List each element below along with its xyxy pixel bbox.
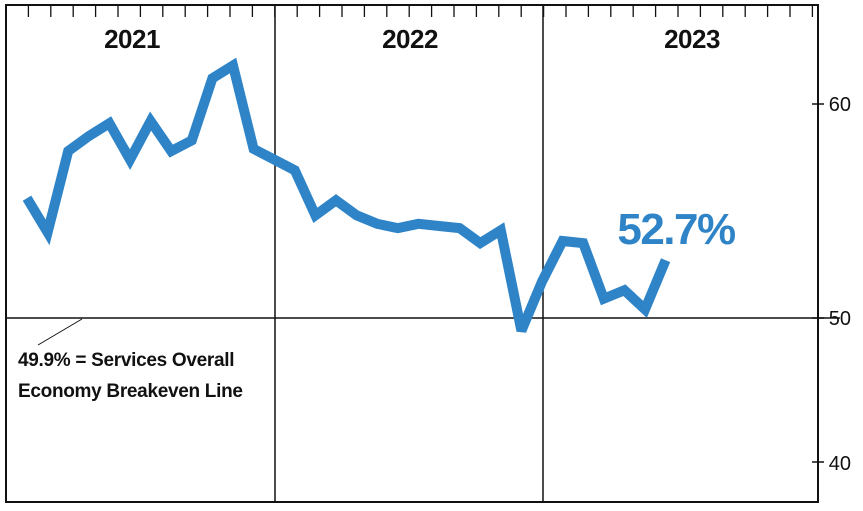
chart-frame (5, 4, 819, 503)
breakeven-label-line-1: 49.9% = Services Overall (18, 350, 234, 371)
y-tick-label-60: 60 (829, 94, 851, 116)
y-tick-label-50: 50 (829, 308, 851, 330)
series-layer (22, 57, 671, 333)
y-axis-tick-labels: 60 50 40 (829, 94, 851, 475)
breakeven-reference (6, 103, 840, 463)
year-label-2021: 2021 (104, 24, 160, 54)
year-label-2022: 2022 (382, 24, 438, 54)
breakeven-leader-line (37, 318, 83, 346)
year-label-2023: 2023 (664, 24, 720, 54)
series-line (22, 57, 671, 333)
breakeven-annotation: 49.9% = Services Overall Economy Breakev… (18, 350, 243, 402)
y-tick-label-40: 40 (829, 453, 851, 475)
month-tick-marks (27, 5, 814, 17)
plot-border (5, 4, 819, 503)
breakeven-label-line-2: Economy Breakeven Line (18, 381, 243, 402)
year-labels: 2021 2022 2023 (104, 24, 720, 54)
last-value-label: 52.7% (617, 205, 735, 254)
